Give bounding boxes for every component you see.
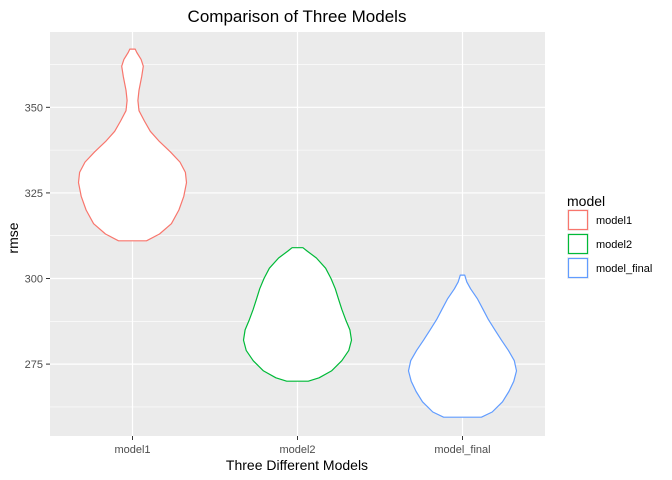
violins bbox=[77, 48, 518, 418]
y-tick-label: 275 bbox=[25, 359, 43, 371]
y-tick-label: 350 bbox=[25, 102, 43, 114]
chart-title: Comparison of Three Models bbox=[188, 7, 407, 26]
violin-model-final bbox=[407, 274, 518, 418]
violin-model2 bbox=[242, 247, 353, 382]
legend-key-model-final bbox=[567, 257, 589, 279]
y-tick-label: 325 bbox=[25, 188, 43, 200]
x-tick-label: model_final bbox=[434, 444, 490, 456]
y-axis-title: rmse bbox=[5, 222, 21, 253]
x-axis: model1 model2 model_final bbox=[114, 436, 491, 456]
y-axis: 275 300 325 350 bbox=[25, 102, 50, 371]
y-tick-label: 300 bbox=[25, 274, 43, 286]
legend: model model1 model2 model_final bbox=[567, 193, 652, 279]
violin-model1 bbox=[77, 48, 188, 242]
legend-label: model2 bbox=[596, 239, 632, 251]
x-axis-title: Three Different Models bbox=[226, 457, 368, 473]
x-tick-label: model2 bbox=[279, 444, 315, 456]
legend-label: model_final bbox=[596, 263, 652, 275]
legend-key-model1 bbox=[567, 209, 589, 231]
x-tick-label: model1 bbox=[114, 444, 150, 456]
legend-title: model bbox=[567, 193, 605, 209]
legend-items: model1 model2 model_final bbox=[567, 209, 652, 279]
legend-key-model2 bbox=[567, 233, 589, 255]
legend-label: model1 bbox=[596, 215, 632, 227]
